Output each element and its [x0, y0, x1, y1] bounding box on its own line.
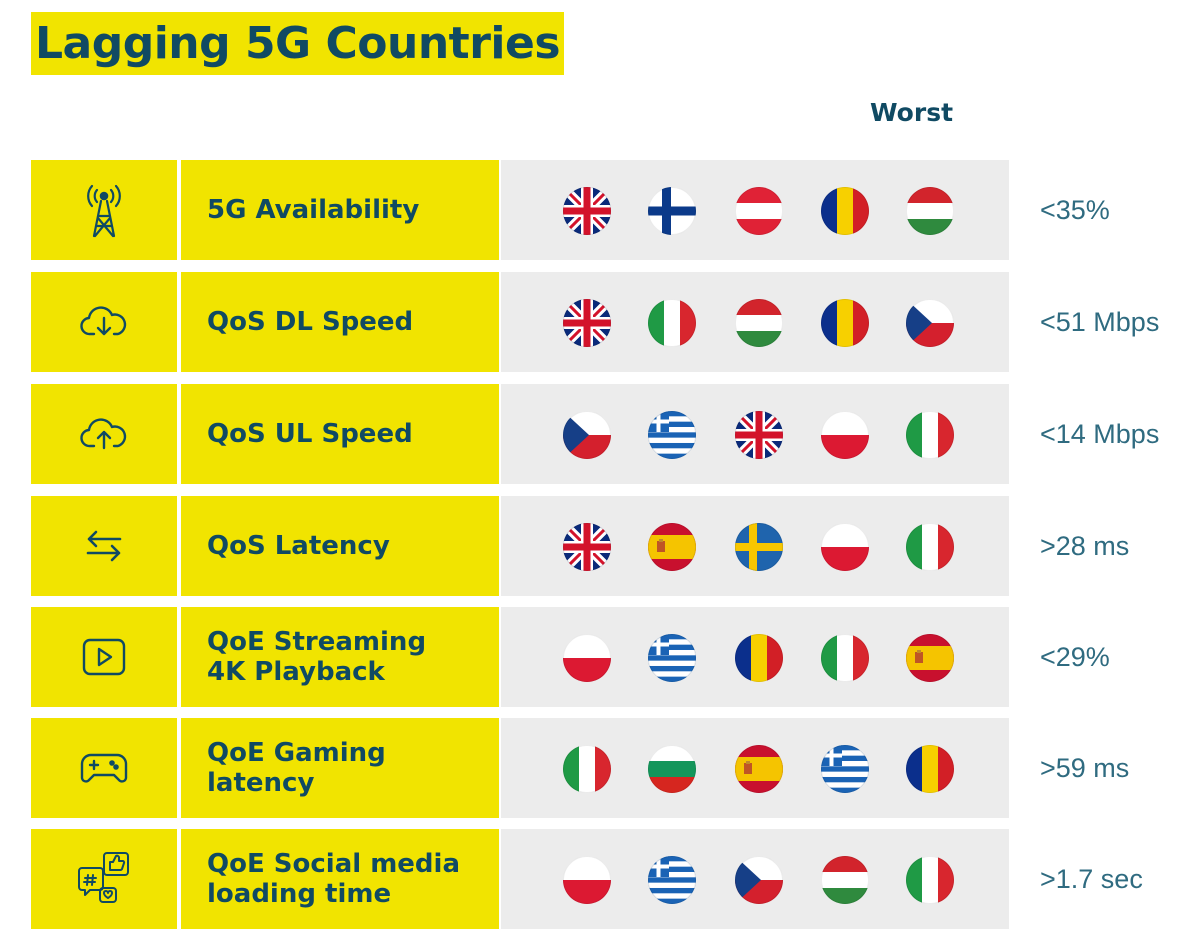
- flag-poland-icon: [563, 634, 611, 682]
- row-label-cell: QoS UL Speed: [181, 384, 499, 484]
- row-label-cell: QoE Streaming 4K Playback: [181, 607, 499, 707]
- flag-uk-icon: [735, 411, 783, 459]
- flag-italy-icon: [906, 523, 954, 571]
- row-label-cell: 5G Availability: [181, 160, 499, 260]
- flag-poland-icon: [821, 411, 869, 459]
- social-media-icon: [76, 850, 132, 908]
- row-threshold-value: <51 Mbps: [1040, 306, 1160, 337]
- cloud-download-icon: [80, 304, 128, 340]
- row-flags-cell: [501, 718, 1009, 818]
- flag-austria-icon: [735, 187, 783, 235]
- flag-greece-icon: [821, 745, 869, 793]
- row-threshold-value: <29%: [1040, 641, 1110, 672]
- row-icon-cell: [31, 272, 177, 372]
- row-icon-cell: [31, 160, 177, 260]
- gamepad-icon: [79, 751, 129, 785]
- row-label: QoE Social media loading time: [207, 849, 460, 909]
- row-flags-cell: [501, 160, 1009, 260]
- row-icon-cell: [31, 829, 177, 929]
- play-video-icon: [81, 637, 127, 677]
- row-icon-cell: [31, 607, 177, 707]
- table-row: QoE Gaming latency: [31, 718, 1009, 818]
- cell-tower-icon: [84, 182, 124, 238]
- row-flags-cell: [501, 829, 1009, 929]
- flag-czech-icon: [563, 411, 611, 459]
- flag-romania-icon: [735, 634, 783, 682]
- row-threshold-value: >59 ms: [1040, 752, 1130, 783]
- row-icon-cell: [31, 384, 177, 484]
- worst-column-header: Worst: [870, 98, 954, 127]
- row-threshold-value: <14 Mbps: [1040, 418, 1160, 449]
- flag-spain-icon: [648, 523, 696, 571]
- flag-czech-icon: [906, 299, 954, 347]
- flag-uk-icon: [563, 523, 611, 571]
- flag-italy-icon: [906, 856, 954, 904]
- row-threshold-value: <35%: [1040, 194, 1110, 225]
- flag-czech-icon: [735, 856, 783, 904]
- page-title: Lagging 5G Countries: [31, 12, 565, 75]
- flag-italy-icon: [648, 299, 696, 347]
- row-icon-cell: [31, 718, 177, 818]
- row-flags-cell: [501, 607, 1009, 707]
- row-flags-cell: [501, 384, 1009, 484]
- row-label-cell: QoE Social media loading time: [181, 829, 499, 929]
- row-label: QoE Streaming 4K Playback: [207, 627, 427, 687]
- flag-spain-icon: [906, 634, 954, 682]
- row-threshold-value: >28 ms: [1040, 530, 1130, 561]
- row-threshold-value: >1.7 sec: [1040, 863, 1143, 894]
- table-row: QoE Streaming 4K Playback: [31, 607, 1009, 707]
- table-row: QoS UL Speed: [31, 384, 1009, 484]
- flag-spain-icon: [735, 745, 783, 793]
- table-row: QoS Latency: [31, 496, 1009, 596]
- flag-italy-icon: [906, 411, 954, 459]
- row-label-cell: QoS Latency: [181, 496, 499, 596]
- flag-uk-icon: [563, 299, 611, 347]
- row-label-cell: QoS DL Speed: [181, 272, 499, 372]
- row-icon-cell: [31, 496, 177, 596]
- flag-uk-icon: [563, 187, 611, 235]
- row-flags-cell: [501, 496, 1009, 596]
- flag-romania-icon: [906, 745, 954, 793]
- flag-poland-icon: [563, 856, 611, 904]
- flag-italy-icon: [821, 634, 869, 682]
- flag-finland-icon: [648, 187, 696, 235]
- flag-hungary-icon: [906, 187, 954, 235]
- flag-bulgaria-icon: [648, 745, 696, 793]
- flag-greece-icon: [648, 634, 696, 682]
- flag-romania-icon: [821, 187, 869, 235]
- table-row: 5G Availability: [31, 160, 1009, 260]
- row-label-cell: QoE Gaming latency: [181, 718, 499, 818]
- flag-greece-icon: [648, 856, 696, 904]
- flag-hungary-icon: [821, 856, 869, 904]
- cloud-upload-icon: [80, 416, 128, 452]
- table-row: QoE Social media loading time: [31, 829, 1009, 929]
- row-label: QoS DL Speed: [207, 307, 414, 337]
- flag-greece-icon: [648, 411, 696, 459]
- row-label: QoS UL Speed: [207, 419, 413, 449]
- row-label: 5G Availability: [207, 195, 420, 225]
- swap-arrows-icon: [84, 530, 124, 562]
- flag-italy-icon: [563, 745, 611, 793]
- table-row: QoS DL Speed: [31, 272, 1009, 372]
- row-label: QoS Latency: [207, 531, 390, 561]
- flag-poland-icon: [821, 523, 869, 571]
- flag-sweden-icon: [735, 523, 783, 571]
- flag-hungary-icon: [735, 299, 783, 347]
- row-label: QoE Gaming latency: [207, 738, 386, 798]
- flag-romania-icon: [821, 299, 869, 347]
- row-flags-cell: [501, 272, 1009, 372]
